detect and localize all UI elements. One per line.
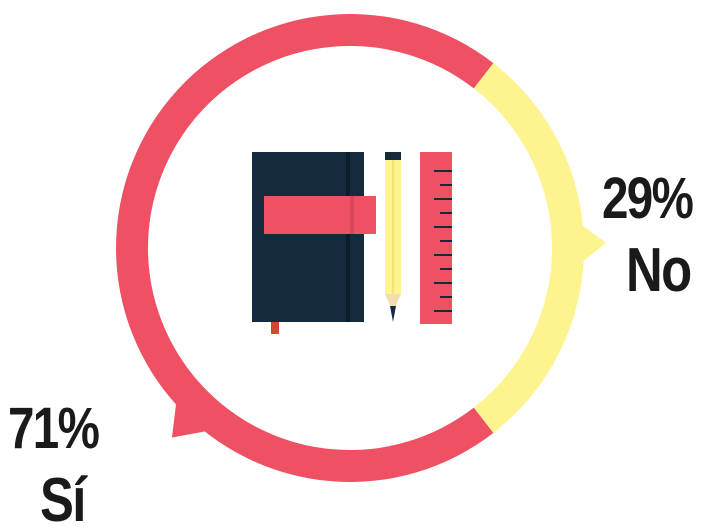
no-percent-label: 29% bbox=[602, 166, 694, 231]
ruler-icon bbox=[420, 152, 452, 324]
si-category-label: Sí bbox=[40, 466, 86, 532]
si-percent-label: 71% bbox=[8, 396, 100, 461]
slice-si-pointer bbox=[172, 399, 211, 438]
notebook-pencil-ruler-icon bbox=[252, 152, 452, 334]
slice-no-pointer bbox=[578, 222, 606, 265]
slice-no bbox=[473, 63, 585, 433]
slice-si bbox=[116, 14, 494, 483]
slices-group bbox=[116, 14, 606, 483]
no-category-label: No bbox=[626, 236, 692, 305]
pencil-icon bbox=[385, 152, 401, 322]
notebook-icon bbox=[252, 152, 376, 334]
